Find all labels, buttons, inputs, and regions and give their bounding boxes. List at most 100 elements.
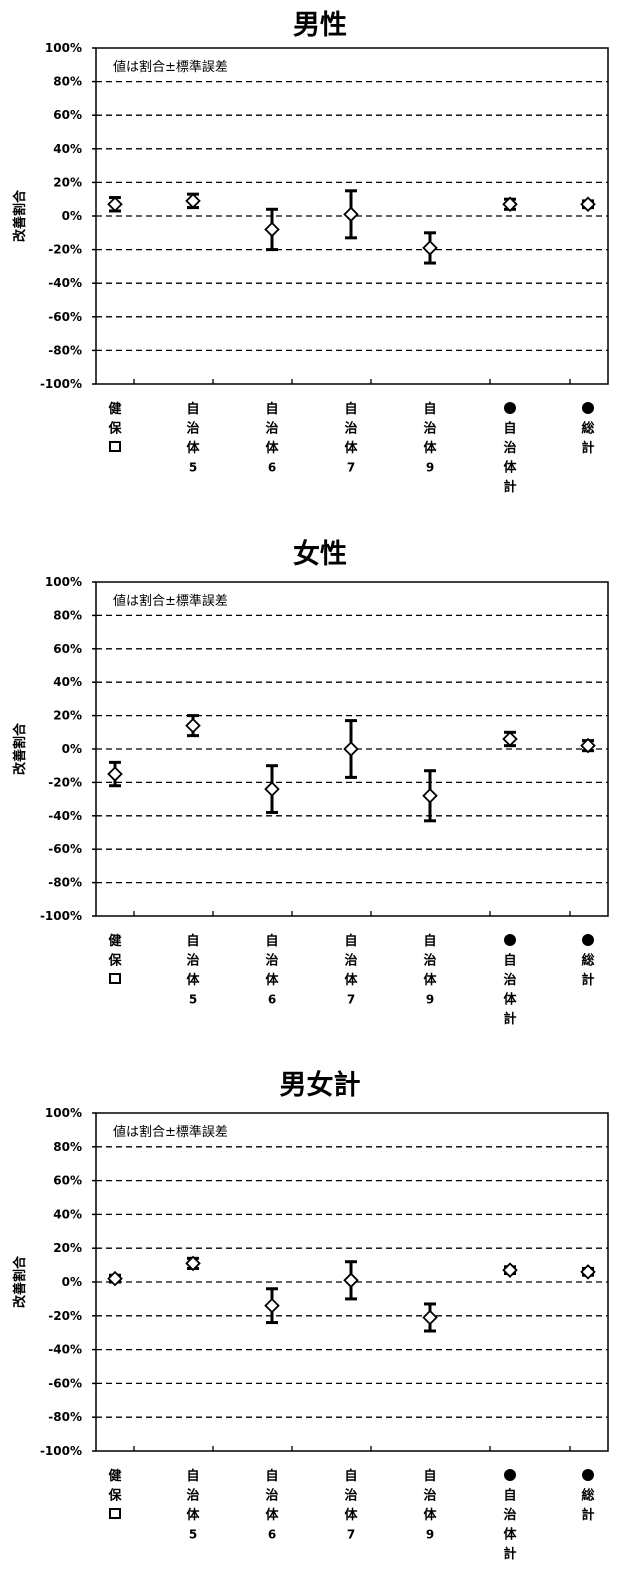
y-tick-label: 80%	[53, 608, 82, 622]
category-label: 自治体 9	[423, 933, 437, 1007]
data-point	[264, 781, 280, 797]
category-char: 治	[344, 1488, 357, 1504]
data-point	[502, 731, 518, 747]
category-char: 6	[268, 1528, 276, 1542]
square-icon	[109, 1508, 121, 1519]
y-axis-label: 改善割合	[12, 722, 28, 775]
category-char: 自	[423, 1468, 436, 1484]
category-label: 自治体 5	[186, 401, 200, 475]
data-point	[343, 206, 359, 223]
category-char: 体	[265, 1507, 279, 1523]
category-char: 治	[265, 421, 278, 437]
category-char: 7	[347, 461, 355, 475]
category-char: 体	[265, 440, 279, 456]
category-label: 自治体 9	[423, 1468, 437, 1542]
chart-note: 値は割合±標準誤差	[113, 593, 228, 609]
y-axis-label: 改善割合	[12, 1255, 28, 1308]
y-tick-label: -20%	[48, 1309, 82, 1323]
category-char: 体	[186, 972, 200, 988]
bullet-icon	[582, 934, 594, 946]
y-tick-label: -80%	[48, 1410, 82, 1424]
category-char: 治	[186, 1488, 199, 1504]
y-tick-label: 100%	[45, 575, 82, 589]
category-char: 体	[423, 1507, 437, 1523]
category-char: 治	[503, 440, 516, 456]
category-char: 総	[581, 953, 594, 969]
category-char: 総	[581, 1488, 594, 1504]
y-tick-label: -80%	[48, 343, 82, 357]
y-tick-label: 20%	[53, 175, 82, 189]
category-char: 治	[423, 953, 436, 969]
category-char: 体	[503, 1527, 517, 1543]
category-label: 自治体 7	[344, 933, 358, 1007]
y-tick-label: -100%	[40, 1444, 82, 1458]
category-char: 保	[107, 1488, 122, 1504]
data-point	[107, 766, 123, 782]
category-char: 保	[107, 421, 122, 437]
category-char: 自	[423, 401, 436, 417]
category-label: 健保	[107, 1468, 122, 1519]
bullet-icon	[582, 1469, 594, 1481]
category-char: 6	[268, 993, 276, 1007]
category-char: 体	[344, 1507, 358, 1523]
category-char: 5	[189, 993, 197, 1007]
category-char: 計	[581, 440, 594, 456]
category-label: 自治体 6	[265, 1468, 279, 1542]
y-tick-label: 60%	[53, 108, 82, 122]
category-char: 治	[344, 953, 357, 969]
square-icon	[109, 441, 121, 452]
category-char: 6	[268, 461, 276, 475]
chart-title: 男女計	[280, 1069, 361, 1101]
y-tick-label: 0%	[62, 209, 82, 223]
category-char: 自	[344, 933, 357, 949]
category-char: 自	[186, 1468, 199, 1484]
data-point	[343, 1272, 359, 1289]
category-char: 自	[503, 953, 516, 969]
y-tick-label: 100%	[45, 41, 82, 55]
category-label: 総計	[581, 1469, 595, 1523]
category-char: 治	[186, 953, 199, 969]
data-point	[107, 1270, 123, 1287]
chart-note: 値は割合±標準誤差	[113, 59, 228, 75]
category-char: 総	[581, 421, 594, 437]
data-point	[580, 1264, 596, 1280]
y-axis-label: 改善割合	[12, 189, 28, 242]
y-tick-label: 0%	[62, 742, 82, 756]
category-char: 体	[344, 972, 358, 988]
category-label: 自治体 5	[186, 933, 200, 1007]
category-char: 体	[344, 440, 358, 456]
category-char: 健	[108, 401, 121, 417]
category-char: 体	[423, 972, 437, 988]
category-label: 自治体 9	[423, 401, 437, 475]
category-char: 治	[503, 1507, 516, 1523]
category-char: 体	[186, 440, 200, 456]
data-point	[264, 1297, 280, 1314]
y-tick-label: 20%	[53, 709, 82, 723]
y-tick-label: -60%	[48, 310, 82, 324]
data-point	[580, 737, 596, 754]
data-point	[343, 741, 359, 757]
category-char: 9	[426, 461, 434, 475]
category-char: 体	[265, 972, 279, 988]
category-label: 自治体 6	[265, 401, 279, 475]
data-point	[502, 1262, 518, 1278]
category-char: 計	[503, 1546, 516, 1562]
data-point	[185, 717, 201, 734]
y-tick-label: -80%	[48, 876, 82, 890]
y-tick-label: -40%	[48, 1343, 82, 1357]
y-tick-label: 60%	[53, 642, 82, 656]
category-char: 自	[186, 933, 199, 949]
y-tick-label: -20%	[48, 775, 82, 789]
bullet-icon	[504, 934, 516, 946]
category-char: 体	[423, 440, 437, 456]
category-label: 健保	[107, 401, 122, 452]
category-char: 治	[503, 972, 516, 988]
data-point	[422, 787, 438, 804]
category-label: 総計	[581, 934, 595, 988]
data-point	[422, 240, 438, 256]
data-point	[264, 221, 280, 238]
y-tick-label: 100%	[45, 1106, 82, 1120]
y-tick-label: -40%	[48, 276, 82, 290]
